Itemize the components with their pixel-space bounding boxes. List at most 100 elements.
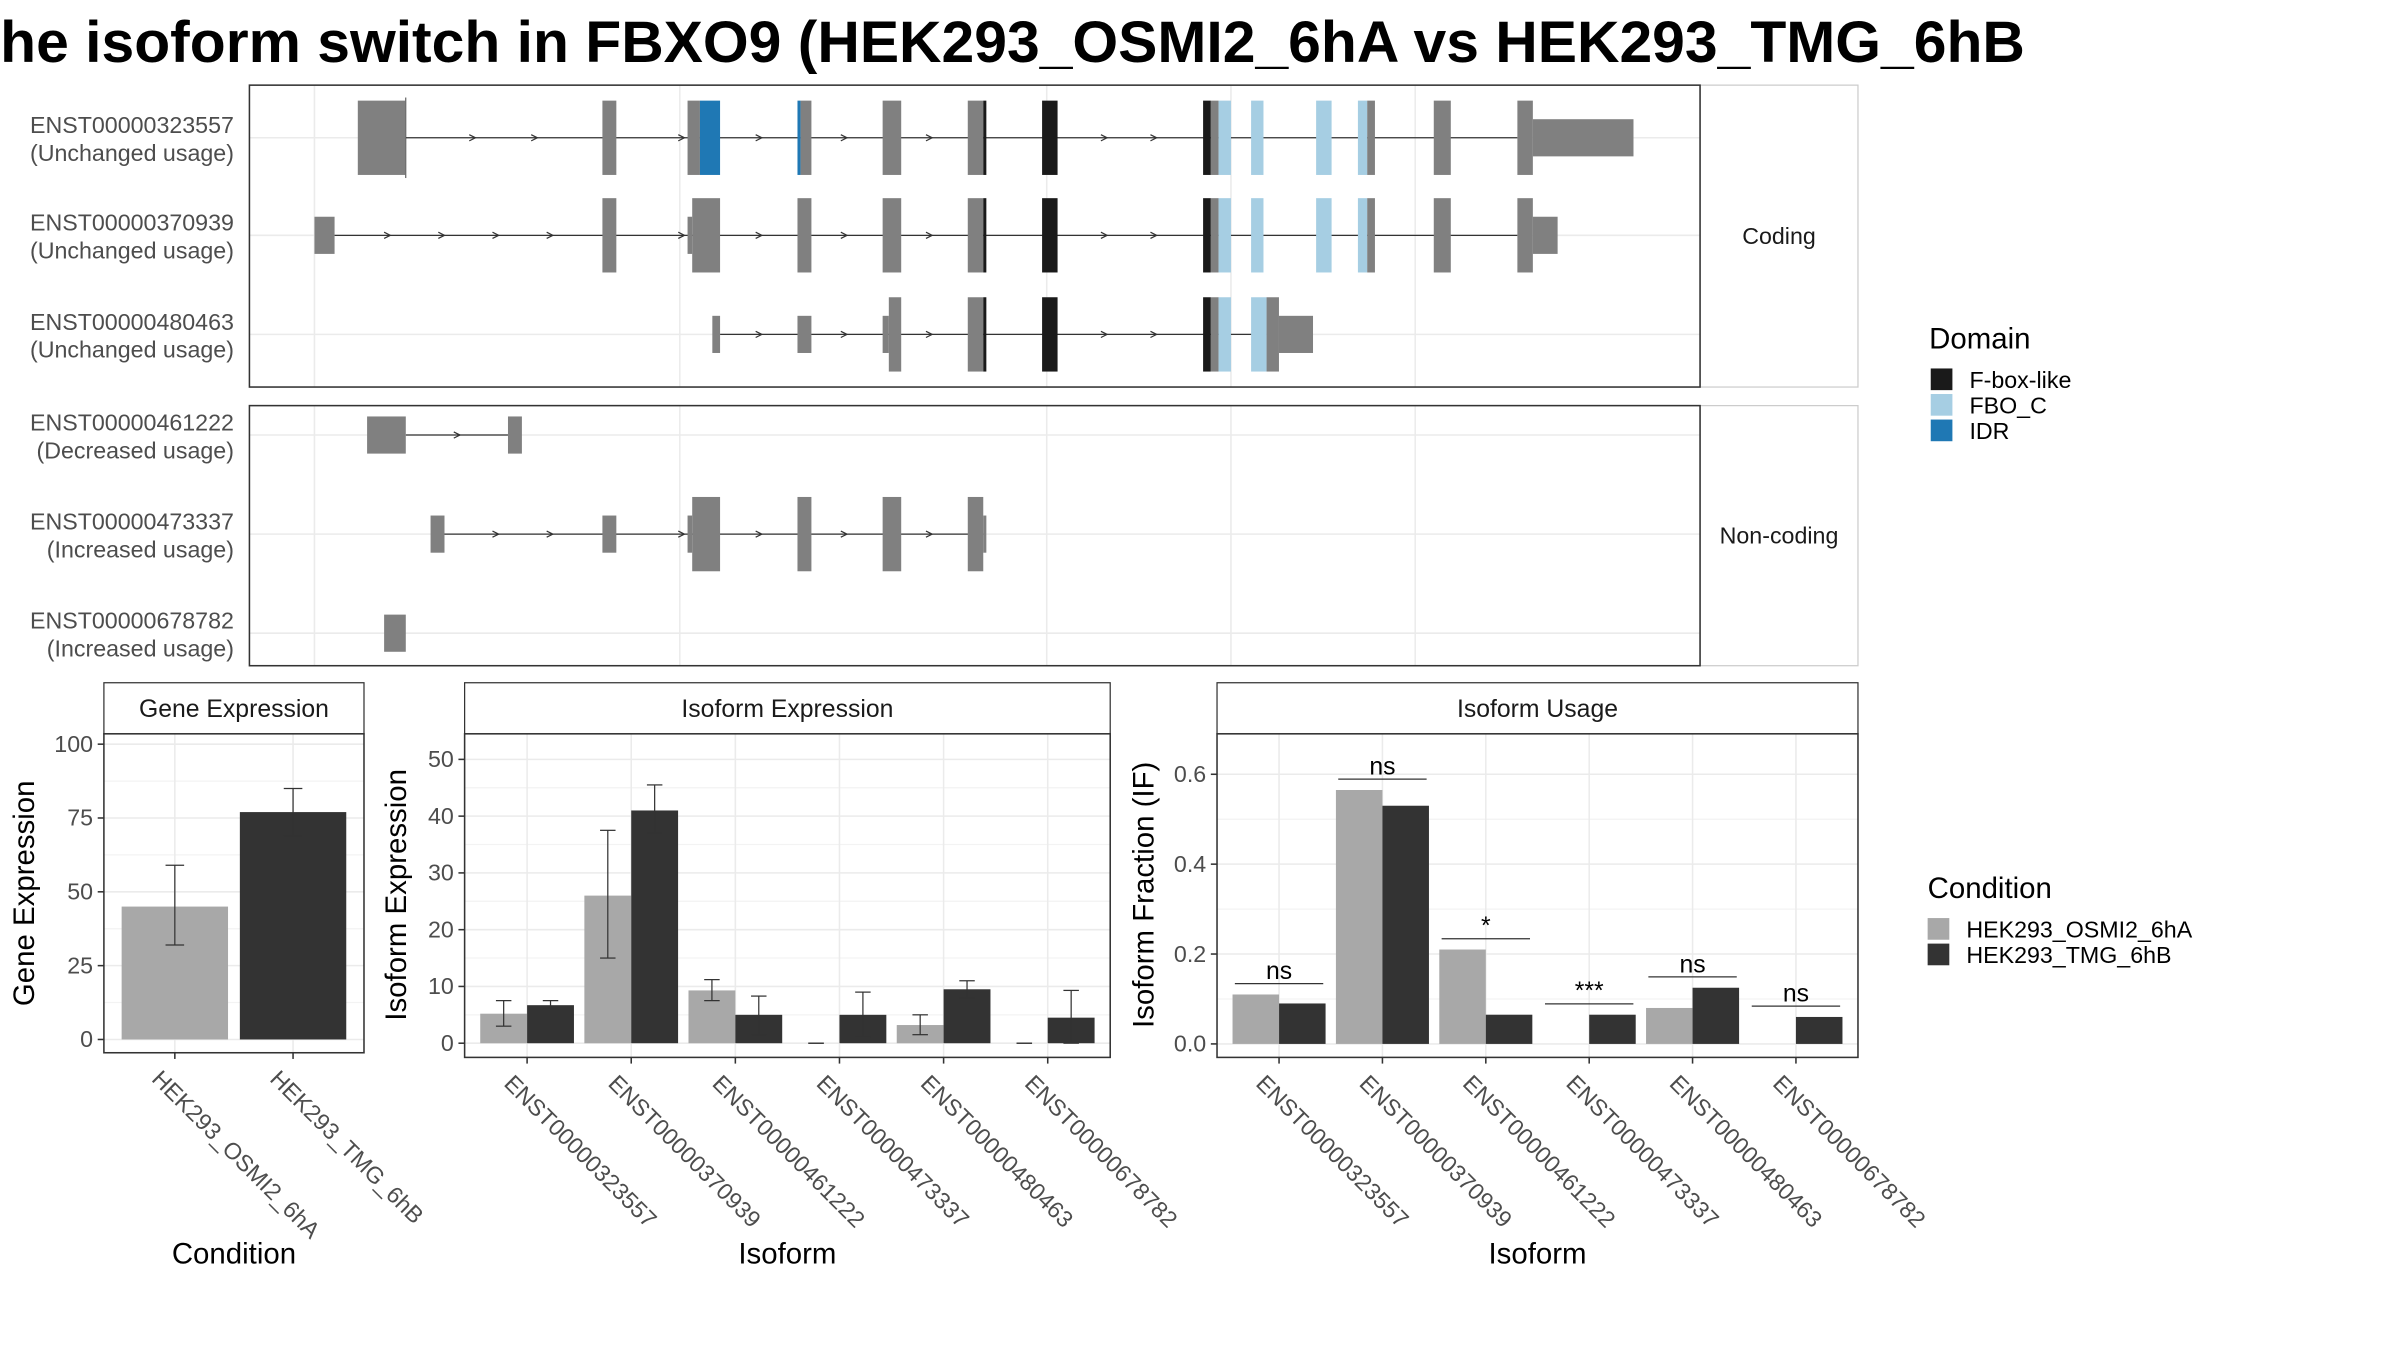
exon-block [1042, 198, 1058, 273]
strand-arrow [1150, 134, 1159, 142]
strand-arrow [1150, 330, 1159, 339]
exon-block [687, 515, 693, 553]
exon-block [357, 100, 406, 175]
exon-block [712, 315, 721, 353]
exon-block [692, 198, 721, 273]
chart-1: Isoform Expression01020304050ENST0000032… [380, 682, 1183, 1270]
exon-block [1357, 100, 1368, 175]
y-axis-title: Isoform Fraction (IF) [1128, 762, 1161, 1028]
strand-arrow [840, 530, 849, 538]
transcript-ENST00000473337 [430, 496, 987, 572]
significance-label: ns [1369, 754, 1395, 781]
y-tick-label: 10 [428, 973, 454, 999]
strand-arrow [492, 530, 501, 538]
transcript-ENST00000461222 [367, 416, 522, 454]
facet-strip [1699, 405, 1859, 667]
strand-arrow [840, 134, 849, 142]
y-tick-label: 0 [441, 1030, 454, 1056]
exon-block [967, 496, 984, 572]
exon-block [882, 198, 902, 273]
chart-title-strip [103, 682, 365, 735]
transcript-structure-panel: CodingNon-codingENST00000323557(Unchange… [30, 84, 1859, 667]
strand-arrow [755, 330, 764, 339]
exon-block [692, 496, 721, 572]
strand-arrow [677, 231, 686, 239]
exon-block [1266, 297, 1279, 372]
strand-arrow [677, 134, 686, 142]
strand-arrow [546, 231, 555, 239]
y-tick-label: 30 [428, 860, 454, 886]
significance-label: ns [1783, 980, 1809, 1007]
strand-arrow [468, 134, 477, 142]
transcript-usage-label: (Unchanged usage) [30, 140, 234, 166]
plot-area-border [1216, 733, 1859, 1059]
exon-block [1433, 198, 1451, 273]
y-tick-label: 75 [67, 805, 93, 831]
condition-legend-swatch [1927, 943, 1950, 966]
strand-arrow [755, 530, 764, 538]
bar-charts: Gene Expression0255075100HEK293_OSMI2_6h… [8, 682, 1931, 1270]
exon-block [1532, 216, 1558, 254]
strand-arrow [755, 134, 764, 142]
exon-block [367, 416, 406, 454]
transcript-id-label: ENST00000678782 [30, 608, 234, 634]
transcript-ENST00000323557 [357, 97, 1634, 179]
y-tick-label: 50 [428, 746, 454, 772]
exon-block [888, 297, 902, 372]
domain-legend-swatch [1930, 419, 1953, 442]
exon-block [1367, 100, 1375, 175]
exon-block [1532, 119, 1634, 157]
x-axis-title: Isoform [1488, 1237, 1586, 1270]
significance-label: ns [1679, 951, 1705, 978]
exon-block [699, 100, 721, 175]
bar [1439, 949, 1486, 1044]
exon-block [983, 198, 987, 273]
exon-block [1210, 297, 1219, 372]
exon-block [1218, 297, 1231, 372]
transcript-usage-label: (Unchanged usage) [30, 337, 234, 363]
exon-block [1278, 315, 1314, 353]
bar [1795, 1016, 1843, 1044]
bar [1485, 1014, 1533, 1044]
significance-label: *** [1575, 978, 1604, 1005]
exon-block [687, 100, 700, 175]
strand-arrow [1100, 231, 1109, 239]
strand-arrow [925, 231, 934, 239]
exon-block [1517, 198, 1533, 273]
y-tick-label: 40 [428, 803, 454, 829]
facet-strip [1699, 84, 1859, 388]
exon-block [882, 100, 902, 175]
transcript-usage-label: (Increased usage) [47, 536, 234, 562]
transcript-ENST00000480463 [712, 297, 1314, 372]
domain-legend-title: Domain [1929, 322, 2030, 355]
condition-legend-label: HEK293_OSMI2_6hA [1966, 916, 2192, 942]
exon-block [797, 496, 812, 572]
exon-block [797, 315, 812, 353]
transcript-panel-border [248, 84, 1701, 388]
bar [1646, 1007, 1693, 1044]
exon-block [1251, 198, 1264, 273]
plot-area-border [103, 733, 365, 1054]
strand-arrow [492, 231, 501, 239]
strand-arrow [840, 231, 849, 239]
exon-block [983, 297, 987, 372]
exon-block [1203, 198, 1211, 273]
chart-title: Gene Expression [139, 696, 329, 723]
x-axis-title: Condition [172, 1237, 296, 1270]
strand-arrow [755, 231, 764, 239]
chart-title: Isoform Expression [681, 696, 893, 723]
exon-block [602, 100, 617, 175]
transcript-id-label: ENST00000473337 [30, 508, 234, 534]
bar [1279, 1003, 1326, 1044]
exon-block [983, 100, 987, 175]
exon-block [1367, 198, 1375, 273]
condition-legend-label: HEK293_TMG_6hB [1966, 942, 2171, 968]
strand-arrow [1100, 134, 1109, 142]
strand-arrow [1150, 231, 1159, 239]
exon-block [384, 614, 406, 652]
transcript-id-label: ENST00000370939 [30, 210, 234, 236]
exon-block [687, 216, 693, 254]
transcript-id-label: ENST00000323557 [30, 112, 234, 138]
exon-block [1042, 297, 1058, 372]
